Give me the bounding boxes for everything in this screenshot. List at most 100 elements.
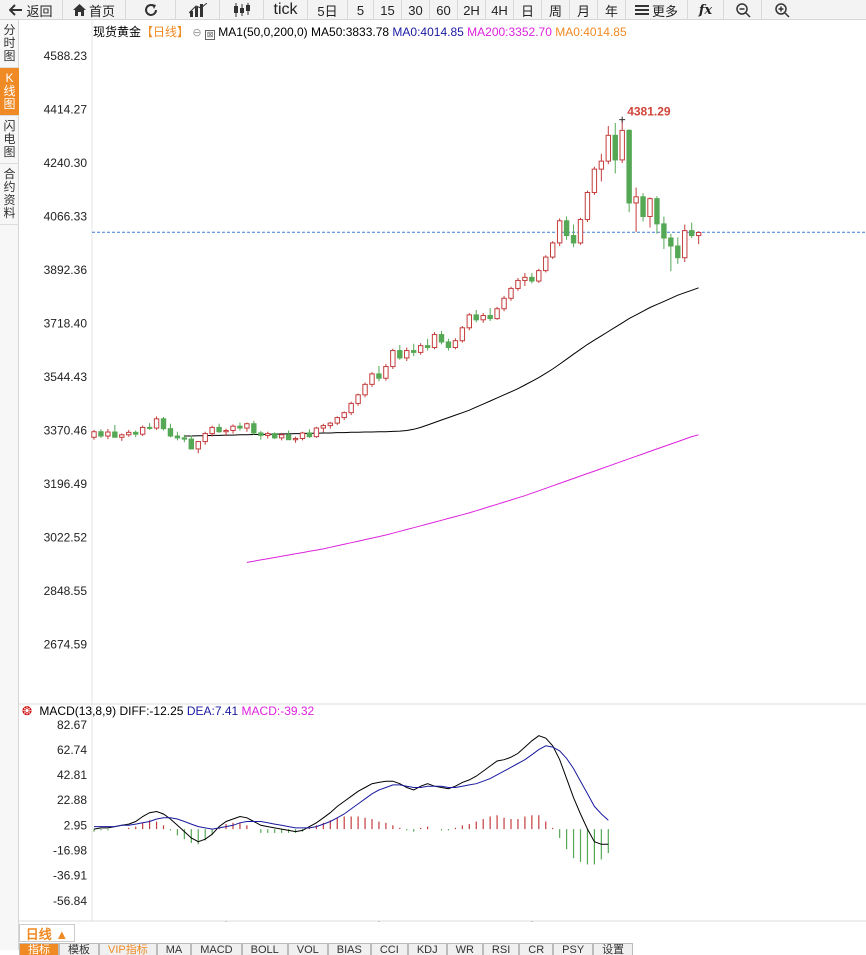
hide-indicator-icon[interactable]: ⊖ <box>192 27 202 39</box>
candle-body <box>195 441 201 450</box>
tab-wr[interactable]: WR <box>446 943 483 955</box>
period-dropdown-button[interactable]: 日线 ▲ <box>19 924 75 942</box>
tab-vol[interactable]: VOL <box>287 943 328 955</box>
nav-contract-info[interactable]: 合约资料 <box>0 164 19 225</box>
zoom-in-icon <box>775 3 790 18</box>
tab-templates[interactable]: 模板 <box>59 943 99 955</box>
candle-body <box>494 308 500 320</box>
candle <box>529 273 535 284</box>
candle-body <box>466 314 473 329</box>
candle-body <box>452 340 459 348</box>
tab-kdj[interactable]: KDJ <box>407 943 447 955</box>
candle-body <box>515 279 521 289</box>
back-button[interactable]: 返回 <box>0 0 63 20</box>
candle-body <box>577 219 584 244</box>
candle <box>605 126 611 165</box>
tab-indicators[interactable]: 指标 <box>19 943 59 955</box>
period-5day[interactable]: 5日 <box>308 0 348 20</box>
candle <box>272 432 278 440</box>
indicator-gear-icon[interactable]: ❂ <box>22 704 33 718</box>
candle <box>404 347 410 362</box>
period-60min[interactable]: 60 <box>430 0 458 20</box>
candle-body <box>341 412 347 419</box>
candle-body <box>306 432 313 438</box>
tab-macd[interactable]: MACD <box>191 943 242 955</box>
candle-body <box>230 425 236 431</box>
tab-ma[interactable]: MA <box>156 943 192 955</box>
settings-box-icon[interactable]: ⊠ <box>204 30 215 40</box>
candle-body <box>139 426 146 435</box>
macd-y-tick-label: 62.74 <box>57 743 87 757</box>
candle <box>556 218 563 247</box>
nav-label: 闪电图 <box>3 119 16 159</box>
toolbar: 返回 首页 tick 5日 5 15 30 60 2H 4H 日 周 月 年 更… <box>0 0 866 20</box>
refresh-button[interactable] <box>126 0 176 20</box>
candle-body <box>397 350 403 359</box>
candle <box>536 268 542 283</box>
zoom-out-button[interactable] <box>724 0 762 20</box>
candle-body <box>272 433 278 439</box>
candle <box>473 309 479 323</box>
zoom-in-button[interactable] <box>762 0 802 20</box>
period-year[interactable]: 年 <box>598 0 626 20</box>
period-15min[interactable]: 15 <box>374 0 402 20</box>
tab-psy[interactable]: PSY <box>553 943 594 955</box>
candle-body <box>327 422 334 427</box>
candle <box>195 440 201 454</box>
candle-body <box>188 438 195 450</box>
tab-settings[interactable]: 设置 <box>593 943 634 955</box>
candle-body <box>209 426 215 435</box>
candle <box>459 325 466 343</box>
period-day[interactable]: 日 <box>514 0 542 20</box>
candle <box>438 330 445 345</box>
candle <box>682 224 688 262</box>
period-4h[interactable]: 4H <box>486 0 514 20</box>
macd-label: MACD(13,8,9) <box>39 704 117 718</box>
candle <box>299 431 306 441</box>
candle <box>397 345 403 360</box>
tab-vip-indicators[interactable]: VIP指标 <box>99 943 157 955</box>
candle <box>494 306 500 320</box>
candle-body <box>223 429 229 433</box>
nav-flash-chart[interactable]: 闪电图 <box>0 116 19 164</box>
tab-rsi[interactable]: RSI <box>482 943 520 955</box>
diff-line <box>93 735 609 845</box>
formula-button[interactable]: fx <box>688 0 724 20</box>
candle <box>383 364 389 381</box>
tab-boll[interactable]: BOLL <box>241 943 288 955</box>
period-2h[interactable]: 2H <box>458 0 486 20</box>
candle <box>515 277 521 291</box>
candle-body <box>369 373 375 385</box>
candle <box>334 416 340 425</box>
bar-chart-button[interactable] <box>176 0 220 20</box>
nav-time-sharing[interactable]: 分时图 <box>0 20 19 68</box>
candle <box>689 222 695 239</box>
period-30min[interactable]: 30 <box>402 0 430 20</box>
candle <box>619 119 625 163</box>
period-month[interactable]: 月 <box>570 0 598 20</box>
period-label: 周 <box>548 3 562 19</box>
home-button[interactable]: 首页 <box>63 0 126 20</box>
tab-cci[interactable]: CCI <box>370 943 408 955</box>
ma0-value: MA0:4014.85 <box>392 25 464 39</box>
period-week[interactable]: 周 <box>542 0 570 20</box>
candle-body <box>105 431 111 437</box>
back-arrow-icon <box>9 4 23 16</box>
chart-svg[interactable]: 4588.23 4414.27 4240.30 4066.33 3892.36 3718.… <box>19 20 866 937</box>
candle <box>355 393 361 406</box>
candle <box>237 422 243 431</box>
period-5min[interactable]: 5 <box>348 0 374 20</box>
candlestick-button[interactable] <box>220 0 264 20</box>
indicator-tabs: 指标 模板 VIP指标 MA MACD BOLL VOL BIAS CCI KD… <box>19 943 634 955</box>
candle <box>487 308 493 322</box>
tab-cr[interactable]: CR <box>519 943 554 955</box>
candle <box>153 416 160 430</box>
tab-bias[interactable]: BIAS <box>327 943 371 955</box>
tick-button[interactable]: tick <box>264 0 308 20</box>
more-button[interactable]: 更多 <box>626 0 688 20</box>
candle <box>105 428 111 440</box>
chart-area[interactable]: 4588.23 4414.27 4240.30 4066.33 3892.36 3718.… <box>19 20 866 937</box>
candle <box>362 382 368 398</box>
y-tick-label: 3022.52 <box>44 530 88 544</box>
